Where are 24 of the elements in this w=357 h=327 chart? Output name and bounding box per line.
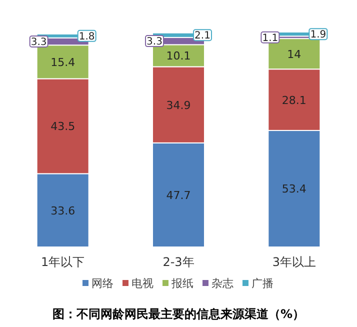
data-label: 1.8 bbox=[78, 31, 95, 42]
data-label: 28.1 bbox=[282, 94, 306, 107]
legend-label: 广播 bbox=[252, 277, 274, 290]
data-label: 34.9 bbox=[166, 98, 191, 112]
data-label: 1.1 bbox=[262, 32, 278, 44]
data-label: 2.1 bbox=[194, 30, 210, 42]
data-label: 3.3 bbox=[30, 36, 47, 48]
x-tick-label: 2-3年 bbox=[162, 255, 194, 269]
x-tick-label: 3年以上 bbox=[272, 255, 316, 269]
data-label: 47.7 bbox=[166, 188, 191, 202]
data-label: 3.3 bbox=[146, 36, 162, 48]
legend-label: 网络 bbox=[92, 277, 114, 290]
data-label: 33.6 bbox=[50, 204, 76, 218]
data-label: 43.5 bbox=[50, 120, 76, 134]
legend-label: 报纸 bbox=[170, 277, 194, 290]
data-label: 53.4 bbox=[282, 182, 306, 196]
data-label: 10.1 bbox=[166, 50, 191, 63]
data-label: 14 bbox=[287, 48, 302, 61]
legend-label: 电视 bbox=[132, 277, 154, 290]
legend-label: 杂志 bbox=[212, 277, 234, 290]
data-label: 15.4 bbox=[50, 56, 76, 69]
data-label: 1.9 bbox=[310, 30, 326, 41]
x-tick-label: 1年以下 bbox=[41, 255, 85, 269]
text: 图：不同网龄网民最主要的信息来源渠道（%） bbox=[52, 307, 305, 321]
